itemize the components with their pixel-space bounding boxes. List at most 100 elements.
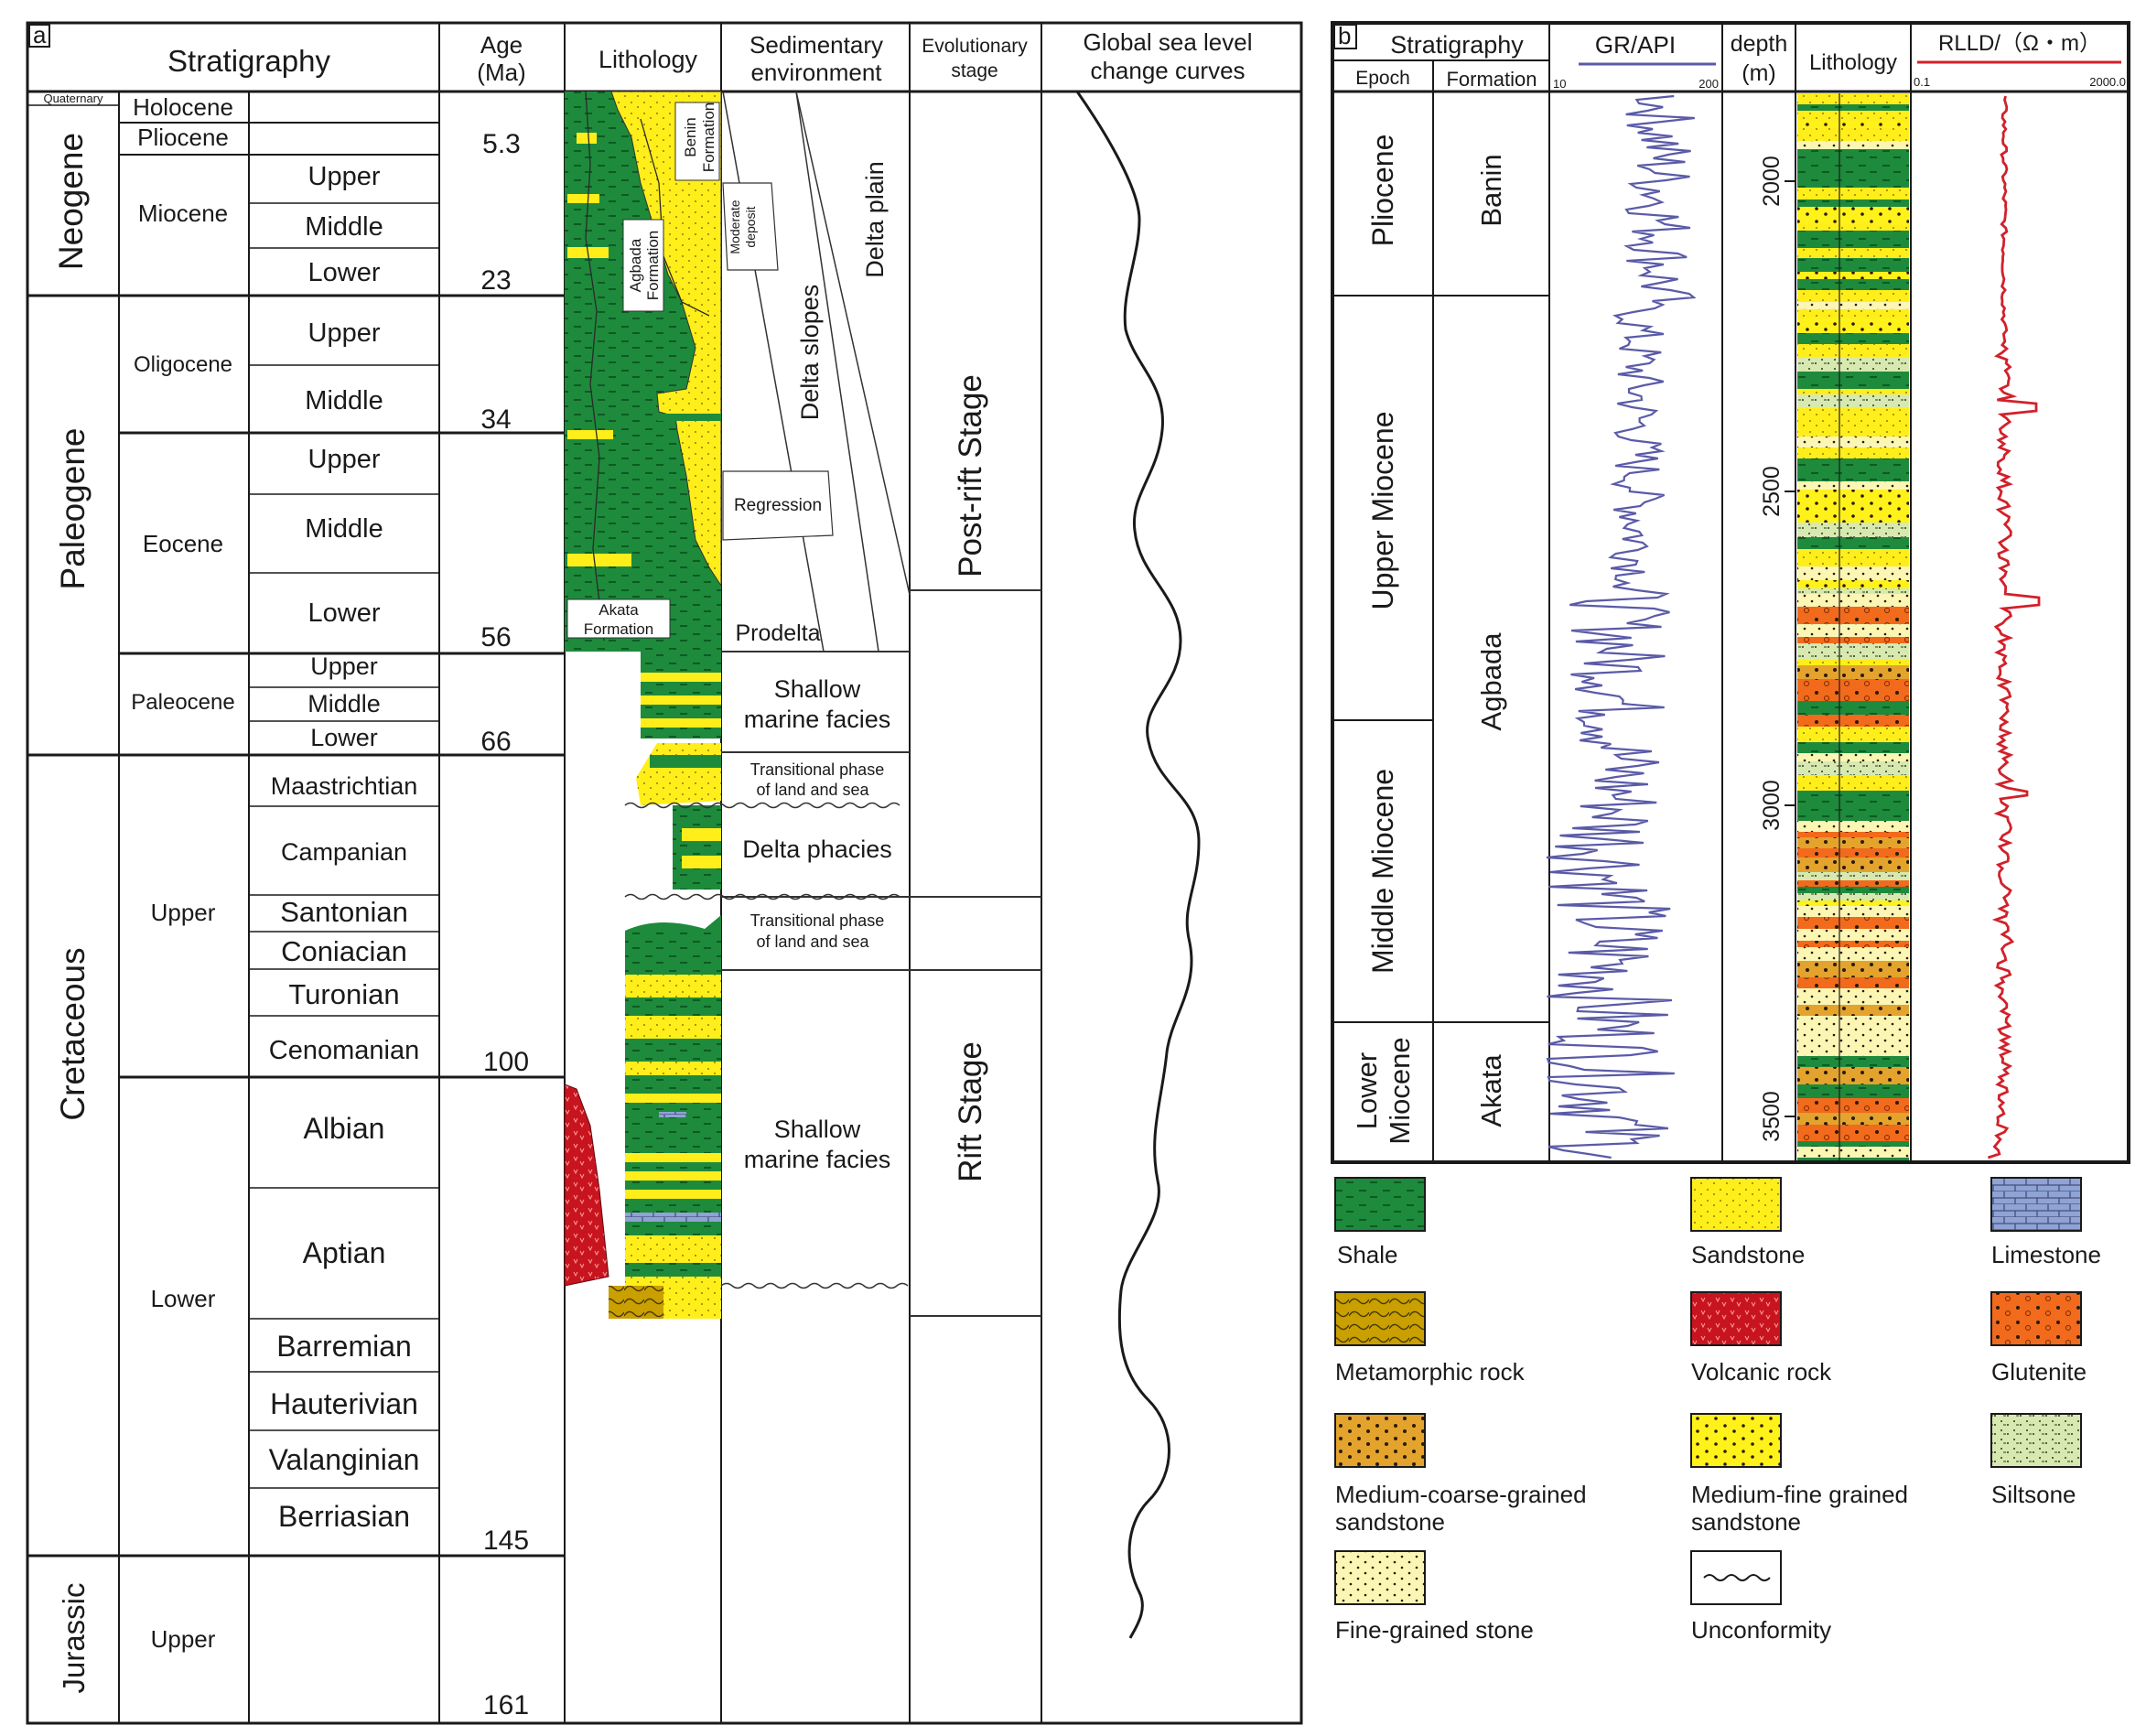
lithology-layer (1797, 309, 1909, 318)
stage-maastrichtian: Maastrichtian (271, 772, 418, 800)
lithology-layer (1797, 408, 1909, 426)
lithology-layer (1797, 643, 1909, 660)
env-transitional-1a: Transitional phase (750, 760, 884, 779)
unconformity-wave-icon (1703, 1574, 1771, 1581)
legend-unconformity-label: Unconformity (1691, 1616, 1831, 1644)
lithology-layer (1797, 715, 1909, 727)
lithology-layer (1797, 333, 1909, 344)
lithology-layer (1797, 141, 1909, 149)
stage-miocene-lower: Lower (308, 258, 381, 287)
lithology-layer (1797, 389, 1909, 394)
stage-hauterivian: Hauterivian (270, 1387, 418, 1420)
lithology-layer (1797, 149, 1909, 163)
b-depth-2000: 2000 (1759, 156, 1785, 207)
b-formation-banin: Banin (1475, 154, 1507, 226)
legend: Shale Sandstone Limestone Metamorphic ro… (1334, 1177, 2101, 1644)
stage-eocene-lower: Lower (308, 598, 381, 628)
sedimentary-environment: Delta plain Delta slopes Moderate deposi… (624, 91, 1041, 1289)
series-holocene: Holocene (133, 93, 233, 121)
lithology-layer (1797, 481, 1909, 490)
env-shallow-2a: Shallow (774, 1116, 861, 1143)
lithology-layer (1797, 580, 1909, 588)
lithology-layer (1797, 872, 1909, 880)
lithology-layer (1797, 588, 1909, 594)
series-miocene: Miocene (138, 199, 228, 227)
lithology-layer (1797, 290, 1909, 302)
lithology-layer (1797, 767, 1909, 775)
lithology-layer (1797, 988, 1909, 1005)
lithology-layer (1797, 1125, 1909, 1141)
lithology-column-b (1797, 93, 1909, 1160)
legend-medium-coarse-label-1: Medium-coarse-grained (1335, 1481, 1587, 1508)
stage-turonian: Turonian (288, 978, 399, 1010)
b-header-depth-1: depth (1731, 31, 1788, 57)
lithology-layer (1797, 248, 1909, 258)
lithology-layer (1797, 1005, 1909, 1016)
stage-oligocene-upper: Upper (308, 318, 381, 348)
env-delta-plain: Delta plain (861, 161, 889, 278)
b-formation-akata: Akata (1475, 1054, 1507, 1127)
b-epoch-upper-miocene: Upper Miocene (1366, 412, 1399, 610)
b-epoch-lower-2: Miocene (1384, 1037, 1416, 1144)
age-34: 34 (480, 404, 511, 435)
system-cretaceous: Cretaceous (54, 947, 92, 1120)
legend-metamorphic-swatch (1334, 1291, 1426, 1346)
b-gr-max: 200 (1698, 77, 1719, 91)
lithology-layer (1797, 188, 1909, 199)
lithology-layer (1797, 394, 1909, 408)
age-23: 23 (480, 265, 511, 296)
lithology-layer (1797, 467, 1909, 481)
age-161: 161 (483, 1690, 529, 1720)
header-sedimentary-1: Sedimentary (749, 31, 883, 59)
b-header-lithology: Lithology (1809, 50, 1897, 75)
env-shallow-2b: marine facies (744, 1146, 891, 1173)
lithology-layer (1797, 437, 1909, 447)
lithology-layer (1797, 900, 1909, 906)
system-paleogene: Paleogene (54, 428, 92, 590)
lithology-layer (1797, 490, 1909, 506)
akata-label-1: Akata (599, 601, 639, 619)
rlld-curve (1987, 95, 2041, 1159)
lithology-layer (1797, 549, 1909, 558)
lithology-layer (1797, 325, 1909, 333)
lithology-layer (1797, 753, 1909, 761)
age-5-3: 5.3 (482, 129, 521, 159)
legend-volcanic-swatch (1690, 1291, 1782, 1346)
b-header-gr: GR/API (1595, 31, 1676, 59)
b-header-epoch: Epoch (1355, 68, 1410, 89)
legend-medium-coarse-swatch (1334, 1413, 1426, 1468)
agbada-label-2: Formation (644, 231, 662, 301)
env-shallow-1b: marine facies (744, 706, 891, 733)
series-lower-cretaceous: Lower (151, 1285, 216, 1312)
lithology-layer (1797, 318, 1909, 325)
lithology-layer (1797, 506, 1909, 523)
b-depth-3500: 3500 (1759, 1091, 1785, 1142)
lithology-layer (1797, 1141, 1909, 1147)
lithology-layer (1797, 458, 1909, 467)
panel-a: a Stratigraphy Age (Ma) Lithology Sedime… (26, 21, 1303, 1725)
stage-oligocene-middle: Middle (305, 386, 383, 415)
lithology-layer (1797, 1067, 1909, 1084)
lithology-layer (1797, 272, 1909, 279)
series-eocene: Eocene (143, 530, 223, 557)
lithology-layer (1797, 961, 1909, 977)
lithology-layer (1797, 727, 1909, 742)
stage-paleocene-middle: Middle (307, 690, 381, 717)
lithology-layer (1797, 798, 1909, 811)
lithology-layer (1797, 258, 1909, 272)
lithology-layer (1797, 761, 1909, 767)
lithology-layer (1797, 1084, 1909, 1098)
panel-a-label: a (33, 21, 47, 49)
lithology-layer (1797, 302, 1909, 309)
env-moderate-2: deposit (743, 206, 758, 247)
lithology-layer (1797, 279, 1909, 290)
stage-eocene-upper: Upper (308, 445, 381, 474)
lithology-layer (1797, 1031, 1909, 1043)
stage-campanian: Campanian (281, 838, 407, 866)
lithology-layer (1797, 929, 1909, 941)
gr-curve (1546, 94, 1697, 1159)
lithology-layer (1797, 624, 1909, 637)
lithology-layer (1797, 917, 1909, 929)
stage-paleocene-upper: Upper (310, 652, 378, 680)
